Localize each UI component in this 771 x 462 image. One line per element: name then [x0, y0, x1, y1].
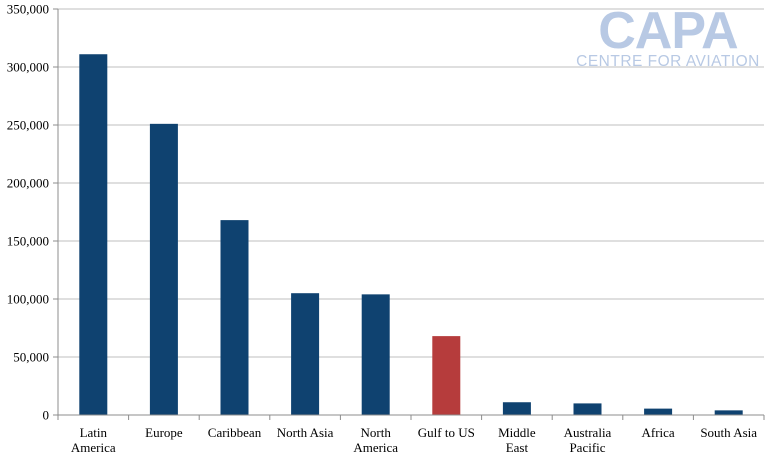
x-tick-label: North Asia: [277, 425, 334, 440]
logo-main-text: CAPA: [598, 2, 738, 60]
x-tick-label: Latin America: [71, 425, 116, 455]
y-tick-label: 200,000: [7, 176, 49, 191]
x-tick-label: Caribbean: [208, 425, 262, 440]
x-tick-label: Africa: [641, 425, 674, 440]
bar-middle-east: [502, 402, 531, 415]
bars: [79, 54, 743, 416]
logo-sub-text: CENTRE FOR AVIATION: [576, 53, 760, 70]
x-tick-label: South Asia: [700, 425, 757, 440]
x-tick-label: Middle East: [498, 425, 536, 455]
y-tick-label: 0: [43, 408, 50, 423]
bar-north-america: [361, 294, 390, 415]
y-axis: 0 50,000 100,000 150,000 200,000 250,000 300,0…: [7, 2, 59, 423]
y-tick-label: 150,000: [7, 234, 49, 249]
x-tick-label: Gulf to US: [418, 425, 475, 440]
y-tick-label: 50,000: [13, 350, 49, 365]
y-tick-label: 250,000: [7, 118, 49, 133]
capa-logo: CAPA CENTRE FOR AVIATION: [576, 2, 760, 70]
y-tick-label: 100,000: [7, 292, 49, 307]
bar-europe: [149, 123, 178, 415]
bar-australia-pacific: [573, 403, 602, 415]
x-tick-label: Australia Pacific: [564, 425, 612, 455]
bar-south-asia: [714, 410, 743, 415]
x-axis: Latin America Europe Caribbean North Asia Nor…: [57, 414, 765, 455]
bar-gulf-to-us: [432, 336, 461, 415]
bar-north-asia: [291, 293, 320, 415]
y-tick-label: 300,000: [7, 60, 49, 75]
bar-latin-america: [79, 54, 108, 416]
x-tick-label: North America: [353, 425, 398, 455]
bar-caribbean: [220, 220, 249, 415]
bar-africa: [644, 408, 673, 415]
x-tick-label: Europe: [145, 425, 183, 440]
y-tick-label: 350,000: [7, 2, 49, 17]
